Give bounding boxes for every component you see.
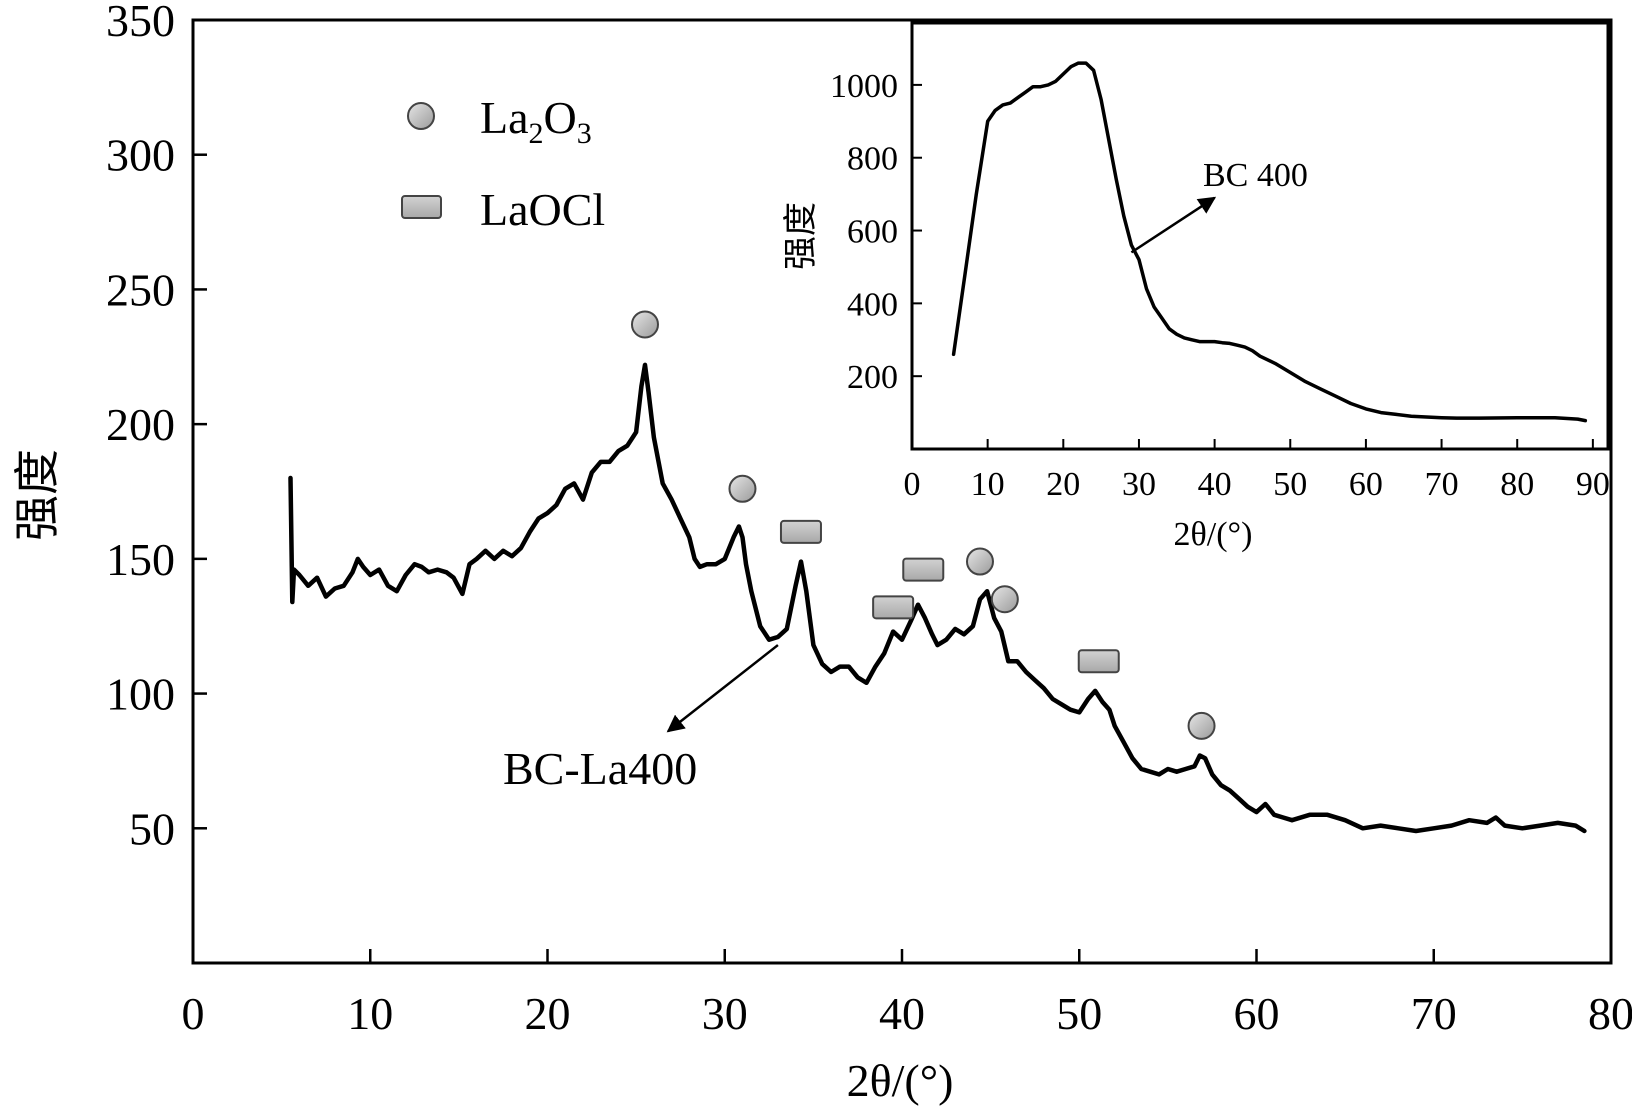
inset-plot-frame <box>910 21 1610 451</box>
la2o3-peak-marker <box>1187 711 1216 740</box>
laocl-peak-marker <box>779 519 822 544</box>
inset-chart: 0 10 20 30 40 50 60 70 80 90 200 400 600 800 1000 BC 4… <box>782 21 1610 553</box>
legend-la2o3-label: La2O3 <box>480 92 592 150</box>
y-tick-label: 600 <box>847 214 898 251</box>
bc-la400-annotation: BC-La400 <box>503 743 697 794</box>
x-tick-label: 90 <box>1576 466 1610 503</box>
y-tick-label: 100 <box>106 669 175 720</box>
x-tick-label: 0 <box>182 988 205 1039</box>
x-tick-label: 20 <box>1046 466 1080 503</box>
inset-ticks <box>912 83 1594 449</box>
x-tick-label: 30 <box>1122 466 1156 503</box>
x-tick-label: 70 <box>1425 466 1459 503</box>
x-tick-label: 60 <box>1349 466 1383 503</box>
x-tick-label: 10 <box>347 988 393 1039</box>
laocl-peak-marker <box>1077 649 1120 674</box>
inset-tick-labels: 0 10 20 30 40 50 60 70 80 90 200 400 600 800 1000 <box>830 68 1610 503</box>
x-tick-label: 80 <box>1588 988 1632 1039</box>
bc400-series-line <box>951 61 1588 423</box>
la2o3-peak-marker <box>728 474 757 503</box>
laocl-peak-marker <box>872 595 915 620</box>
y-tick-label: 150 <box>106 534 175 585</box>
y-tick-label: 800 <box>847 141 898 178</box>
la2o3-peak-marker <box>965 547 994 576</box>
laocl-peak-marker <box>902 557 945 582</box>
la2o3-peak-marker <box>630 310 659 339</box>
x-tick-label: 60 <box>1234 988 1280 1039</box>
inset-x-axis-label: 2θ/(°) <box>1174 516 1253 553</box>
y-tick-label: 300 <box>106 130 175 181</box>
bc400-arrow <box>1130 196 1217 254</box>
x-tick-label: 20 <box>525 988 571 1039</box>
legend: La2O3 LaOCl <box>401 92 605 235</box>
y-tick-label: 200 <box>106 399 175 450</box>
x-tick-label: 40 <box>879 988 925 1039</box>
legend-la2o3-marker <box>407 102 435 130</box>
la2o3-peak-marker <box>990 585 1019 614</box>
peak-markers <box>630 310 1216 740</box>
y-tick-label: 400 <box>847 286 898 323</box>
legend-laocl-marker <box>401 195 442 219</box>
x-tick-label: 0 <box>904 466 921 503</box>
main-ticks <box>193 153 1435 963</box>
x-tick-label: 50 <box>1056 988 1102 1039</box>
inset-y-axis-label: 强度 <box>782 202 820 270</box>
y-tick-label: 1000 <box>830 68 898 105</box>
y-tick-label: 250 <box>106 264 175 315</box>
y-tick-label: 50 <box>129 803 175 854</box>
main-y-axis-label: 强度 <box>12 449 63 541</box>
y-tick-label: 200 <box>847 359 898 396</box>
y-tick-label: 350 <box>106 0 175 46</box>
main-x-axis-label: 2θ/(°) <box>847 1055 954 1106</box>
bc-la400-arrow <box>666 644 779 733</box>
legend-laocl-label: LaOCl <box>480 184 605 235</box>
x-tick-label: 50 <box>1273 466 1307 503</box>
x-tick-label: 40 <box>1198 466 1232 503</box>
bc-la400-series-line <box>288 362 1587 834</box>
x-tick-label: 80 <box>1500 466 1534 503</box>
x-tick-label: 30 <box>702 988 748 1039</box>
x-tick-label: 70 <box>1411 988 1457 1039</box>
inset-background <box>912 23 1608 449</box>
x-tick-label: 10 <box>971 466 1005 503</box>
bc400-annotation: BC 400 <box>1203 157 1308 194</box>
